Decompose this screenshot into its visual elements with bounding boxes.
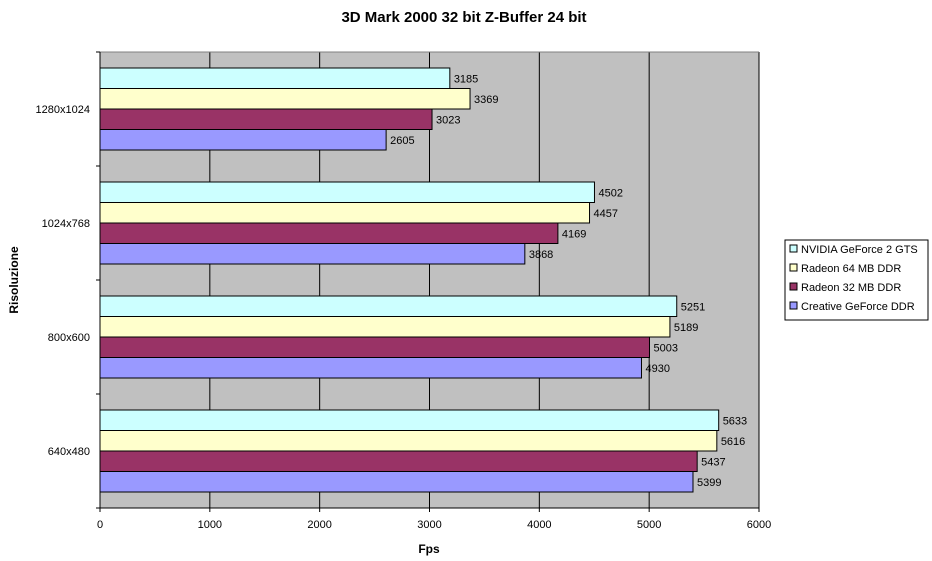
bar [99, 129, 387, 151]
bar [99, 88, 471, 110]
legend-swatch [789, 244, 798, 253]
bar [99, 336, 650, 358]
bar [99, 108, 433, 130]
bar [99, 181, 595, 203]
bar [99, 450, 698, 472]
y-tick-label: 640x480 [48, 446, 90, 458]
data-label: 5616 [721, 436, 745, 448]
legend-box [784, 239, 929, 321]
data-label: 3369 [474, 94, 498, 106]
data-label: 3023 [436, 114, 460, 126]
data-label: 3185 [454, 73, 478, 85]
bar [99, 471, 694, 493]
bar [99, 316, 671, 338]
x-tick-label: 2000 [307, 519, 331, 531]
data-label: 2605 [390, 135, 414, 147]
data-label: 4930 [645, 363, 669, 375]
data-label: 4502 [598, 187, 622, 199]
x-tick-label: 1000 [198, 519, 222, 531]
y-axis-title: Risoluzione [7, 246, 21, 314]
x-tick-label: 6000 [747, 519, 771, 531]
chart-title: 3D Mark 2000 32 bit Z-Buffer 24 bit [341, 9, 586, 26]
bar [99, 357, 642, 379]
bar [99, 243, 526, 265]
legend-label: Radeon 32 MB DDR [801, 282, 901, 294]
bar [99, 430, 718, 452]
bar [99, 295, 678, 317]
axes: 1280x1024 1024x768 800x600 640x480 0 1000 2000… [36, 51, 771, 531]
x-axis-title: Fps [418, 542, 440, 556]
legend-label: NVIDIA GeForce 2 GTS [801, 244, 918, 256]
data-label: 5189 [674, 322, 698, 334]
data-label: 5399 [697, 477, 721, 489]
data-label: 4169 [562, 228, 586, 240]
bar [99, 67, 451, 89]
x-tick-label: 0 [97, 519, 103, 531]
legend-label: Radeon 64 MB DDR [801, 263, 901, 275]
legend-swatch [789, 301, 798, 310]
data-label: 4457 [594, 208, 618, 220]
data-label: 5003 [653, 342, 677, 354]
data-label: 5633 [723, 415, 747, 427]
x-tick-label: 5000 [637, 519, 661, 531]
data-label: 3868 [529, 249, 553, 261]
bar [99, 202, 591, 224]
x-tick-label: 4000 [527, 519, 551, 531]
legend-swatch [789, 282, 798, 291]
bars: 3185 3369 3023 2605 4502 4457 4169 3868 5251 5189… [99, 67, 747, 493]
y-tick-label: 800x600 [48, 332, 90, 344]
y-tick-label: 1280x1024 [36, 104, 90, 116]
x-tick-label: 3000 [417, 519, 441, 531]
data-label: 5437 [701, 456, 725, 468]
legend-label: Creative GeForce DDR [801, 301, 915, 313]
legend: NVIDIA GeForce 2 GTS Radeon 64 MB DDR Rade… [784, 239, 929, 321]
legend-swatch [789, 263, 798, 272]
bar [99, 222, 559, 244]
bar [99, 409, 720, 431]
y-tick-label: 1024x768 [42, 218, 90, 230]
data-label: 5251 [681, 301, 705, 313]
